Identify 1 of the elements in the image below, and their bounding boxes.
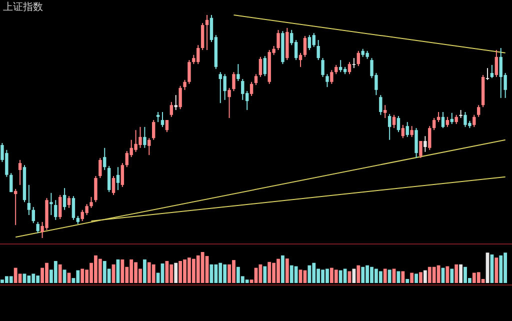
chart-title: 上证指数 [3,1,43,13]
